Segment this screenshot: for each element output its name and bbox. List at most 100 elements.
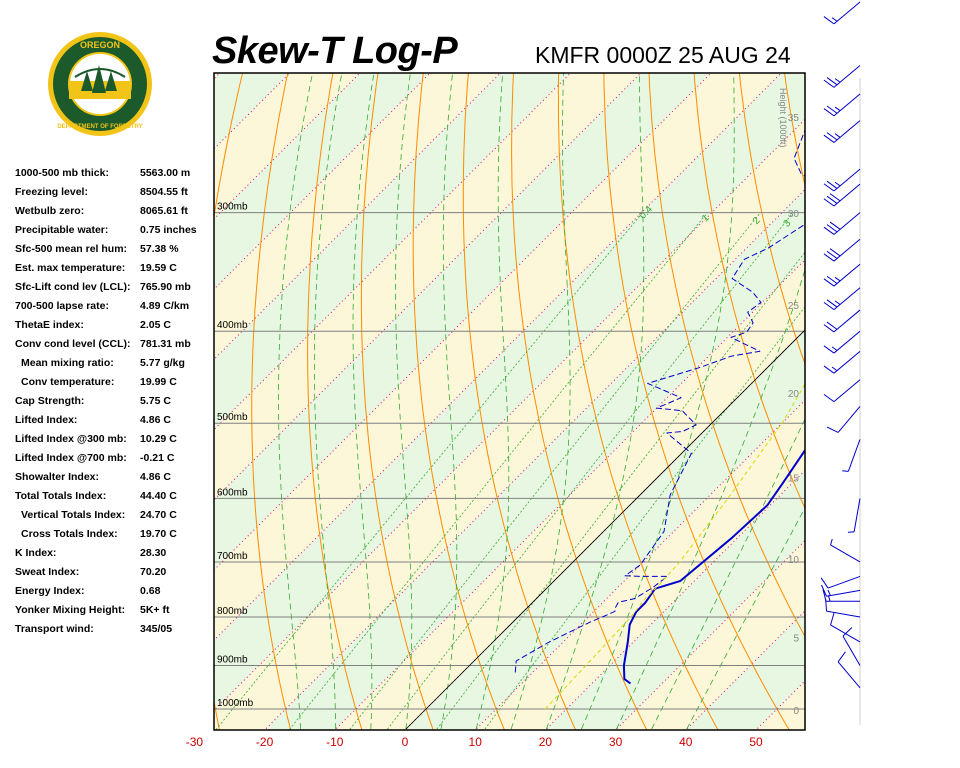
wind-barb-shaft	[833, 238, 861, 262]
moist-adiabat	[616, 267, 805, 730]
index-value: 5563.00 m	[140, 167, 191, 179]
height-tick-label: 30	[788, 209, 800, 220]
wind-barb	[823, 212, 861, 235]
mixing-ratio-line	[435, 251, 805, 730]
wind-barb-flag	[823, 108, 835, 117]
wind-barb-flag	[826, 321, 838, 330]
index-label: Precipitable water:	[15, 224, 109, 236]
wind-barb-shaft	[853, 498, 861, 532]
isotherm-band	[545, 470, 805, 730]
wind-barb	[823, 120, 861, 143]
wind-barb-flag	[828, 595, 831, 602]
wind-barb-flag	[834, 300, 841, 305]
index-row: Showalter Index: 4.86 C	[15, 471, 235, 490]
index-value: 28.30	[140, 547, 167, 559]
wind-barb-flag	[823, 198, 835, 207]
index-row: Lifted Index @700 mb: -0.21 C	[15, 452, 235, 471]
wind-barb-flag	[826, 224, 838, 233]
wind-barb-flag	[830, 612, 835, 626]
height-tick-label: 15	[788, 474, 800, 485]
moist-adiabat	[475, 73, 510, 730]
index-row: 700-500 lapse rate: 4.89 C/km	[15, 300, 235, 319]
index-value: 57.38 %	[140, 243, 179, 255]
index-row: Sweat Index: 70.20	[15, 566, 235, 585]
index-label: Lifted Index @700 mb:	[15, 452, 127, 464]
index-row: Yonker Mixing Height: 5K+ ft	[15, 604, 235, 623]
index-value: 0.75 inches	[140, 224, 197, 236]
x-tick-label: -10	[326, 735, 344, 749]
height-tick-label: 25	[788, 301, 800, 312]
index-row: Est. max temperature: 19.59 C	[15, 262, 235, 281]
x-tick-label: -20	[256, 735, 274, 749]
index-label: K Index:	[15, 547, 57, 559]
wind-barb-flag	[823, 324, 835, 333]
mixing-ratio-label: 0.4	[637, 204, 655, 222]
index-value: 5.77 g/kg	[140, 357, 185, 369]
wind-barb-shaft	[833, 120, 861, 143]
wind-barb-flag	[820, 577, 829, 589]
index-value: 10.29 C	[140, 433, 177, 445]
index-row: Conv temperature: 19.99 C	[15, 376, 235, 395]
wind-barb-shaft	[830, 544, 861, 563]
wind-barb-flag	[823, 301, 835, 311]
wind-barb-shaft	[833, 350, 861, 374]
isotherm-line	[544, 469, 805, 730]
wind-barb-shaft	[837, 406, 861, 433]
wind-barb	[837, 651, 861, 689]
index-value: 4.86 C	[140, 414, 171, 426]
wind-barb-shaft	[837, 661, 861, 689]
wind-barb-shaft	[833, 183, 861, 207]
logo-top-text: OREGON	[80, 40, 120, 50]
moist-adiabat	[686, 507, 805, 730]
isotherm-line	[474, 399, 805, 730]
dry-adiabat	[738, 73, 805, 366]
isotherm-line	[214, 118, 805, 712]
wind-barb	[821, 584, 861, 597]
moist-adiabat	[313, 73, 343, 730]
wind-barb-shaft	[833, 168, 861, 192]
wind-barb-flag	[823, 79, 835, 88]
index-value: 24.70 C	[140, 509, 177, 521]
wind-barb-flag	[829, 248, 841, 257]
wind-barb	[823, 263, 861, 287]
wind-barb	[823, 330, 861, 354]
index-value: 4.86 C	[140, 471, 171, 483]
index-label: Cap Strength:	[15, 395, 85, 407]
index-label: 1000-500 mb thick:	[15, 167, 109, 179]
moist-adiabat	[651, 418, 805, 730]
index-row: ThetaE index: 2.05 C	[15, 319, 235, 338]
x-tick-label: -30	[186, 735, 204, 749]
isotherm-line	[808, 0, 960, 748]
isotherm-band	[405, 330, 805, 730]
mixing-ratio-line	[483, 306, 805, 730]
dry-adiabat	[412, 73, 505, 730]
wind-barb-flag	[826, 275, 838, 284]
index-label: Est. max temperature:	[15, 262, 126, 274]
moist-adiabat	[395, 73, 413, 730]
dry-adiabat	[251, 73, 292, 730]
wind-barb-flag	[834, 133, 841, 138]
isotherm-band	[685, 610, 805, 730]
reference-isotherm	[405, 329, 805, 730]
dry-adiabat	[603, 73, 790, 730]
wind-barb-flag	[826, 132, 838, 141]
wind-barb	[847, 498, 861, 533]
isotherm-line	[263, 188, 805, 730]
index-label: Transport wind:	[15, 623, 94, 635]
index-row: Sfc-500 mean rel hum: 57.38 %	[15, 243, 235, 262]
oregon-department-of-forestry-logo: OREGON DEPARTMENT OF FORESTRY	[48, 32, 152, 136]
height-tick-label: 10	[788, 555, 800, 566]
logo-bottom-text: DEPARTMENT OF FORESTRY	[57, 124, 142, 130]
index-value: 19.59 C	[140, 262, 177, 274]
isotherm-line	[334, 259, 805, 730]
wind-barb-shaft	[847, 439, 861, 472]
wind-barb-flag	[829, 221, 841, 230]
index-label: ThetaE index:	[15, 319, 84, 331]
wind-barb-flag	[830, 538, 833, 546]
wind-barb-flag	[834, 106, 841, 112]
dry-adiabat	[462, 73, 577, 730]
wind-barb-flag	[837, 651, 846, 663]
wind-barb-shaft	[833, 212, 861, 235]
wind-barb-flag	[826, 250, 838, 259]
wind-barb-shaft	[833, 379, 861, 403]
